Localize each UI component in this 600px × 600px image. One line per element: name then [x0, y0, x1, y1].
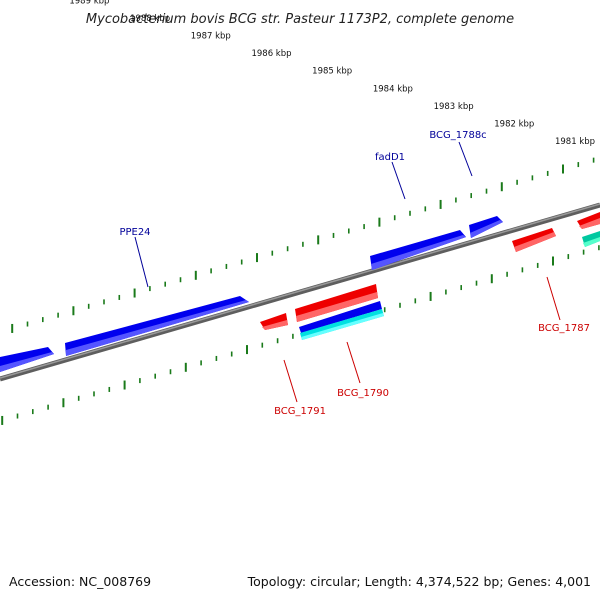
map-title: Mycobacterium bovis BCG str. Pasteur 117… [86, 12, 514, 27]
gene-bcg-1790-a[interactable] [295, 284, 378, 322]
tick-label: 1984 kbp [373, 84, 413, 94]
tick-label: 1987 kbp [191, 32, 231, 42]
label-ppe24[interactable]: PPE24 [119, 227, 150, 238]
gene-bcg-1791[interactable] [260, 313, 288, 330]
leader-ppe24 [134, 236, 149, 288]
leader-bcg-1788c [458, 141, 473, 177]
tick-label: 1985 kbp [312, 67, 352, 77]
leader-bcg-1790 [346, 341, 361, 384]
gene-bcg-1787[interactable] [512, 228, 556, 252]
accession: Accession: NC_008769 [9, 574, 151, 589]
label-bcg-1788c[interactable]: BCG_1788c [429, 130, 486, 141]
tick-label: 1981 kbp [555, 137, 595, 147]
leader-fadd1 [391, 161, 406, 200]
genome-summary: Topology: circular; Length: 4,374,522 bp… [247, 574, 591, 589]
outer-tick-track [11, 157, 595, 333]
gene-left-edge[interactable] [0, 347, 54, 372]
inner-tick-track [1, 245, 600, 425]
gene-bcg-1790[interactable] [299, 301, 384, 340]
leader-bcg-1791 [283, 359, 298, 403]
gene-right-edge-teal[interactable] [582, 231, 600, 247]
gene-fadd1[interactable] [370, 230, 466, 270]
leader-bcg-1787 [546, 276, 561, 321]
gene-bcg-1788c[interactable] [469, 216, 503, 238]
tick-label: 1982 kbp [494, 119, 534, 129]
genome-backbone [0, 202, 600, 382]
label-bcg-1787[interactable]: BCG_1787 [538, 323, 590, 334]
label-fadd1[interactable]: fadD1 [375, 152, 405, 163]
tick-label: 1983 kbp [434, 102, 474, 112]
label-bcg-1790[interactable]: BCG_1790 [337, 388, 389, 399]
tick-label: 1989 kbp [69, 0, 109, 6]
gene-labels: BCG_1788c fadD1 PPE24 BCG_1787 BCG_1790 … [119, 130, 589, 417]
gene-right-edge-red[interactable] [577, 212, 600, 229]
gene-ppe24[interactable] [65, 296, 249, 356]
tick-label: 1986 kbp [251, 49, 291, 59]
tick-labels: 1981 kbp 1982 kbp 1983 kbp 1984 kbp 1985 kbp… [69, 0, 595, 147]
tick-label: 1988 kbp [130, 14, 170, 24]
label-bcg-1791[interactable]: BCG_1791 [274, 406, 326, 417]
gene-features [0, 212, 600, 372]
